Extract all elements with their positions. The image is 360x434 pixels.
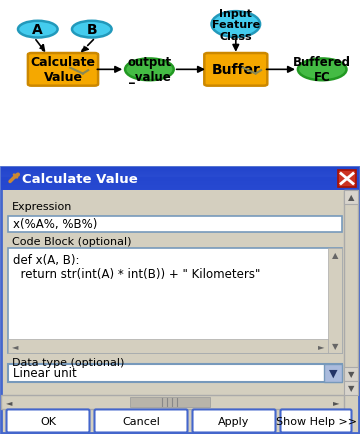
FancyBboxPatch shape — [204, 54, 267, 86]
Text: ▲: ▲ — [348, 193, 354, 201]
Bar — [1, 170, 359, 171]
FancyBboxPatch shape — [8, 364, 342, 382]
FancyBboxPatch shape — [328, 248, 342, 353]
Bar — [1, 181, 359, 182]
FancyBboxPatch shape — [344, 367, 358, 381]
Text: Buffer: Buffer — [211, 63, 260, 77]
Ellipse shape — [72, 22, 112, 39]
Bar — [1, 176, 359, 177]
Text: Cancel: Cancel — [122, 416, 160, 426]
Text: A: A — [32, 23, 43, 37]
FancyBboxPatch shape — [8, 339, 328, 353]
Bar — [1, 183, 359, 184]
Text: Calculate
Value: Calculate Value — [31, 56, 95, 84]
Text: x(%A%, %B%): x(%A%, %B%) — [13, 217, 97, 230]
Ellipse shape — [125, 59, 174, 81]
FancyBboxPatch shape — [130, 397, 210, 407]
Text: Input
Feature
Class: Input Feature Class — [212, 9, 260, 42]
Bar — [1, 179, 359, 180]
Bar — [1, 169, 359, 170]
Text: ◄: ◄ — [12, 342, 18, 351]
Text: output
_value: output _value — [127, 56, 171, 84]
Text: Show Help >>: Show Help >> — [275, 416, 356, 426]
FancyBboxPatch shape — [1, 168, 359, 433]
FancyBboxPatch shape — [193, 410, 275, 433]
FancyBboxPatch shape — [344, 381, 358, 395]
Text: ◄: ◄ — [6, 398, 12, 407]
Bar — [1, 172, 359, 173]
Text: Data type (optional): Data type (optional) — [12, 357, 124, 367]
Text: ▲: ▲ — [332, 250, 338, 260]
Text: Apply: Apply — [218, 416, 250, 426]
Bar — [1, 168, 359, 169]
Text: ▼: ▼ — [329, 368, 337, 378]
Ellipse shape — [298, 59, 346, 81]
Bar — [1, 173, 359, 174]
Text: Code Block (optional): Code Block (optional) — [12, 236, 131, 246]
FancyBboxPatch shape — [28, 54, 98, 86]
Bar — [1, 184, 359, 185]
FancyBboxPatch shape — [344, 190, 358, 381]
Text: ▼: ▼ — [348, 384, 354, 392]
Bar — [1, 174, 359, 175]
FancyBboxPatch shape — [324, 364, 342, 382]
Text: def x(A, B):: def x(A, B): — [13, 253, 80, 266]
Bar — [1, 180, 359, 181]
Text: Buffered
FC: Buffered FC — [293, 56, 351, 84]
FancyBboxPatch shape — [280, 410, 351, 433]
Ellipse shape — [212, 12, 260, 38]
Text: ▼: ▼ — [332, 342, 338, 351]
FancyBboxPatch shape — [8, 248, 342, 353]
Bar — [1, 168, 359, 190]
Bar — [1, 187, 359, 188]
FancyBboxPatch shape — [344, 190, 358, 204]
Text: Calculate Value: Calculate Value — [22, 173, 138, 186]
Ellipse shape — [18, 22, 58, 39]
Text: Expression: Expression — [12, 201, 72, 211]
Bar — [1, 189, 359, 190]
Text: ▼: ▼ — [348, 369, 354, 378]
Bar — [1, 175, 359, 176]
Text: ►: ► — [318, 342, 324, 351]
Bar — [1, 182, 359, 183]
FancyBboxPatch shape — [6, 410, 90, 433]
Bar — [1, 186, 359, 187]
Text: OK: OK — [40, 416, 56, 426]
FancyBboxPatch shape — [94, 410, 188, 433]
Bar — [1, 188, 359, 189]
FancyBboxPatch shape — [8, 216, 342, 232]
Bar — [1, 171, 359, 172]
Text: ►: ► — [333, 398, 339, 407]
Bar — [1, 178, 359, 179]
Text: return str(int(A) * int(B)) + " Kilometers": return str(int(A) * int(B)) + " Kilomete… — [13, 268, 260, 280]
Bar — [1, 177, 359, 178]
FancyBboxPatch shape — [1, 395, 344, 409]
Text: B: B — [86, 23, 97, 37]
FancyBboxPatch shape — [338, 171, 356, 187]
Text: Linear unit: Linear unit — [13, 367, 77, 379]
Bar — [1, 185, 359, 186]
